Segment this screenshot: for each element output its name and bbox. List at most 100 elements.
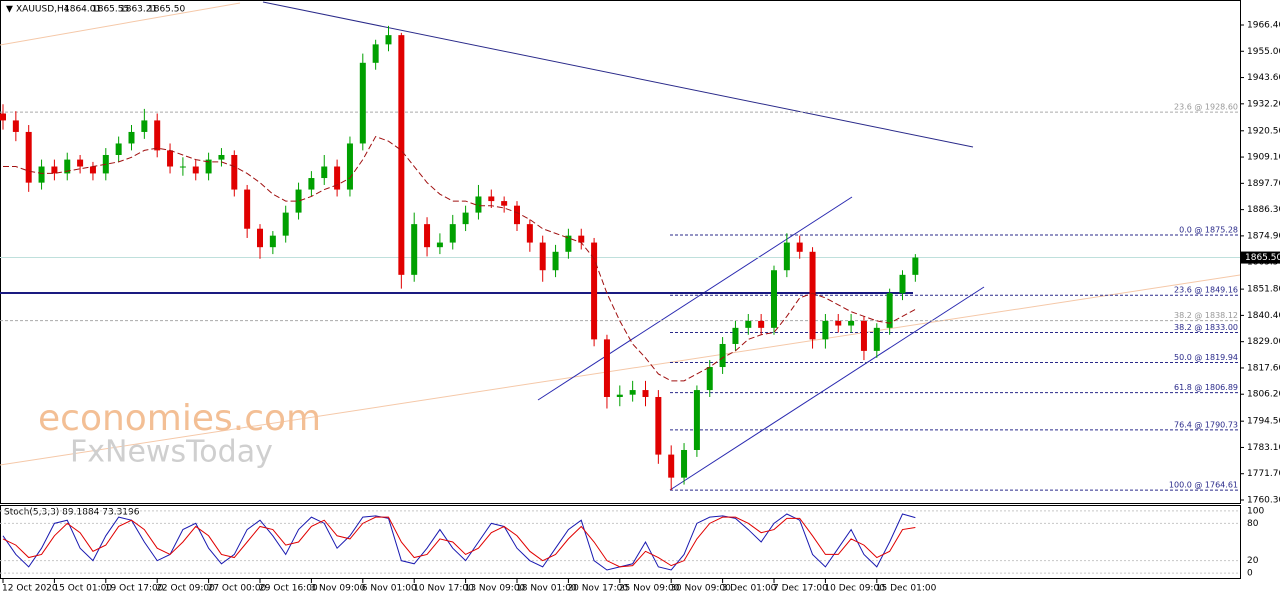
candle-body [758,320,765,328]
x-tick-label: 6 Nov 01:00 [362,584,417,594]
symbol: XAUUSD,H4 [16,5,70,15]
candle-body [385,35,392,45]
candle-body [295,189,302,213]
candle-body [488,196,495,202]
x-tick-label: 20 Nov 17:00 [567,584,628,594]
candle-body [269,235,276,248]
ohlc-close: 1865.50 [148,5,185,15]
stoch-line [2,516,916,568]
fib-label: 23.6 @ 1849.16 [1174,286,1238,295]
candle-body [912,257,919,275]
candle-body [0,113,6,121]
candle-body [12,120,19,132]
x-tick-label: 10 Dec 09:00 [824,584,885,594]
candle-body [771,270,777,328]
y-tick-label: 1897.70 [1247,179,1280,189]
y-tick-label: 1851.80 [1247,285,1280,295]
candle-body [167,150,174,167]
candle-body [668,454,675,478]
watermark: economies.com [38,398,321,439]
x-tick-label: 3 Nov 09:00 [310,584,365,594]
candle-body [886,293,893,328]
candle-body [218,154,225,160]
candle-body [822,320,829,340]
candle-body [115,143,122,155]
trend-line [0,2,241,46]
fib-label: 38.2 @ 1833.00 [1174,323,1238,332]
channel-line [537,196,853,401]
fib-label: 100.0 @ 1764.61 [1169,481,1238,490]
stoch-title: Stoch(5,3,3) 89.1884 73.3196 [4,508,140,518]
candle-body [526,224,533,243]
y-tick-label: 1966.40 [1247,21,1280,31]
y-tick-label: 20 [1247,556,1259,566]
candle-body [642,390,649,397]
ohlc-high: 1865.55 [92,5,129,15]
x-tick-label: 15 Dec 01:00 [876,584,937,594]
candle-body [655,396,662,455]
y-tick-label: 1771.70 [1247,469,1280,479]
stoch-panel [0,505,1241,579]
candle-body [873,327,880,351]
candle-body [501,201,508,206]
fib-label: 23.6 @ 1928.60 [1174,103,1238,112]
candle-body [796,242,803,252]
candle-body [514,205,520,225]
fib-label: 61.8 @ 1806.89 [1174,383,1238,392]
x-tick-label: 15 Oct 01:00 [53,584,112,594]
candle-body [424,224,431,248]
main-panel [0,0,1241,504]
candle-body [603,339,610,397]
candle-body [154,120,161,151]
candle-body [205,159,212,174]
x-tick-label: 18 Nov 01:00 [516,584,577,594]
candle-body [398,35,405,275]
x-tick-label: 29 Oct 16:00 [259,584,318,594]
candle-body [745,320,752,328]
trend-line [262,1,974,148]
x-tick-label: 30 Nov 09:00 [670,584,731,594]
candle-body [38,166,45,183]
x-tick-label: 12 Oct 2020 [2,584,58,594]
y-tick-label: 1806.20 [1247,390,1280,400]
stoch-line [2,513,916,571]
candle-body [436,242,443,248]
y-tick-label: 1817.60 [1247,363,1280,373]
candle-body [578,235,585,243]
candle-body [282,212,289,236]
ohlc-open: 1864.01 [64,5,101,15]
channel-line [669,286,985,491]
fib-label: 0.0 @ 1875.28 [1179,226,1238,235]
x-tick-label: 25 Nov 09:00 [619,584,680,594]
candle-body [346,143,353,190]
candle-body [411,224,418,275]
candle-body [179,166,186,168]
ohlc-low: 1863.21 [120,5,157,15]
candle-body [128,131,135,144]
y-tick-label: 1829.00 [1247,337,1280,347]
y-tick-label: 1840.40 [1247,311,1280,321]
x-tick-label: 7 Dec 17:00 [773,584,828,594]
candle-body [77,159,84,167]
candle-body [860,320,867,351]
candle-body [565,235,572,252]
candle-body [475,196,482,213]
candle-body [257,228,263,248]
y-tick-label: 100 [1247,506,1264,516]
x-tick-label: 3 Dec 01:00 [722,584,777,594]
candle-body [449,224,456,243]
x-tick-label: 10 Nov 17:00 [413,584,474,594]
candle-body [899,274,906,294]
candle-body [835,320,842,326]
candle-body [848,320,855,326]
candle-body [732,327,739,344]
candle-body [321,166,328,179]
y-tick-label: 1955.00 [1247,47,1280,57]
candle-body [681,449,688,478]
candle-body [462,212,469,225]
y-tick-label: 1794.50 [1247,417,1280,427]
candle-body [192,166,199,174]
candle-body [629,390,636,395]
y-tick-label: 1760.30 [1247,496,1280,506]
candle-body [706,367,713,391]
